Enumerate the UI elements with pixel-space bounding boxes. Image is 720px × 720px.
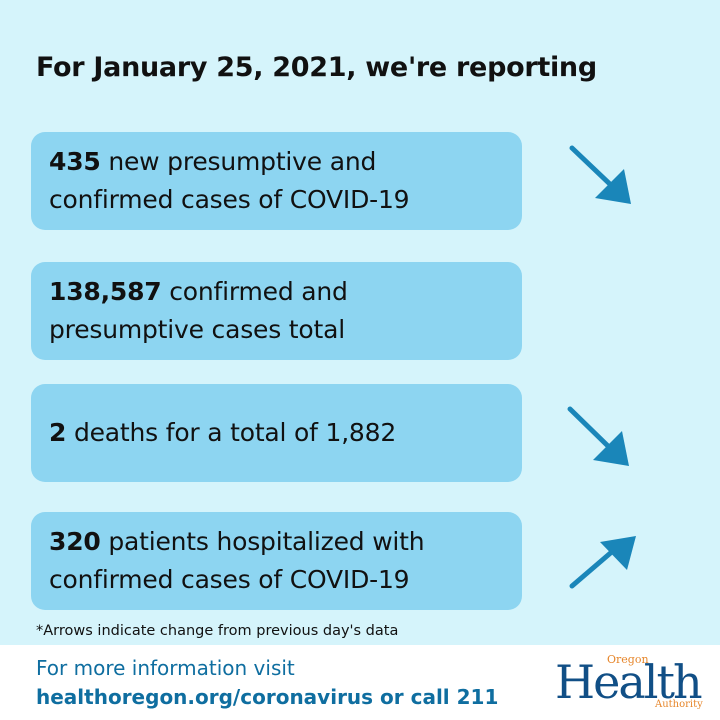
new-cases-text: 435 new presumptive and confirmed cases … xyxy=(49,143,410,219)
new-cases-card: 435 new presumptive and confirmed cases … xyxy=(31,132,522,230)
logo-bottom-text: Authority xyxy=(655,699,703,710)
deaths-card: 2 deaths for a total of 1,882 xyxy=(31,384,522,482)
total-cases-label-line2: presumptive cases total xyxy=(49,315,345,344)
total-cases-value: 138,587 xyxy=(49,277,162,306)
logo-main-text: Health xyxy=(555,655,703,709)
new-cases-label-line2: confirmed cases of COVID-19 xyxy=(49,185,410,214)
hospitalized-value: 320 xyxy=(49,527,101,556)
hospitalized-label-line2: confirmed cases of COVID-19 xyxy=(49,565,410,594)
deaths-label: deaths for a total of 1,882 xyxy=(66,418,397,447)
arrow-down-right-icon xyxy=(567,406,629,466)
hospitalized-label-line1: patients hospitalized with xyxy=(100,527,425,556)
arrow-down-right-icon xyxy=(569,145,631,204)
hospitalized-text: 320 patients hospitalized with confirmed… xyxy=(49,523,425,599)
new-cases-label-line1: new presumptive and xyxy=(100,147,377,176)
total-cases-text: 138,587 confirmed and presumptive cases … xyxy=(49,273,348,349)
footnote: *Arrows indicate change from previous da… xyxy=(36,623,399,639)
arrow-up-right-icon xyxy=(569,536,636,589)
deaths-text: 2 deaths for a total of 1,882 xyxy=(49,414,396,452)
footer-link[interactable]: healthoregon.org/coronavirus or call 211 xyxy=(36,685,499,709)
logo-top-text: Oregon xyxy=(607,653,649,666)
page-title: For January 25, 2021, we're reporting xyxy=(36,52,597,83)
total-cases-card: 138,587 confirmed and presumptive cases … xyxy=(31,262,522,360)
hospitalized-card: 320 patients hospitalized with confirmed… xyxy=(31,512,522,610)
footer-info-text: For more information visit xyxy=(36,656,295,680)
deaths-value: 2 xyxy=(49,418,67,447)
total-cases-label-line1: confirmed and xyxy=(161,277,348,306)
oregon-health-authority-logo: Health Oregon Authority xyxy=(555,653,705,713)
footer: For more information visit healthoregon.… xyxy=(0,645,720,720)
new-cases-value: 435 xyxy=(49,147,101,176)
